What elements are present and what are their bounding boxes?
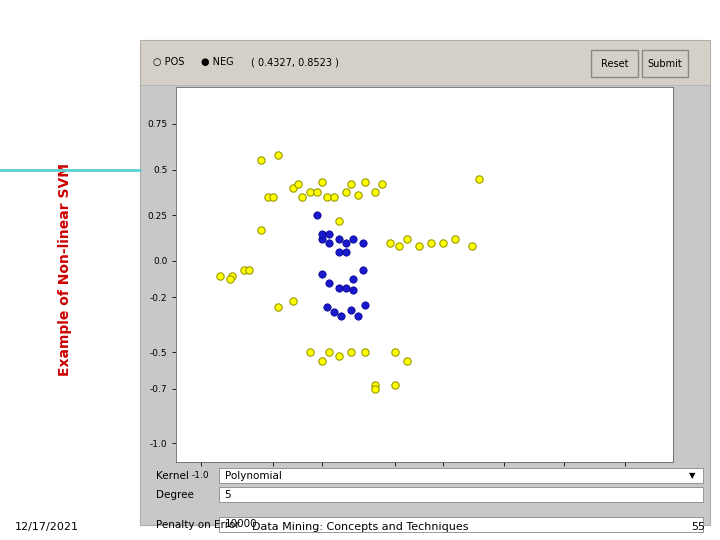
Point [316, 235, 328, 244]
Point [304, 348, 315, 356]
Point [413, 242, 425, 251]
Point [341, 247, 352, 256]
Point [449, 235, 461, 244]
Point [401, 357, 413, 366]
Point [348, 275, 359, 284]
Point [360, 300, 372, 309]
Point [333, 352, 345, 360]
Point [369, 381, 381, 389]
Point [328, 193, 340, 201]
Point [348, 235, 359, 244]
Point [272, 151, 284, 159]
Point [425, 238, 436, 247]
Text: Penalty on Error: Penalty on Error [156, 520, 239, 530]
Point [226, 271, 238, 280]
Point [333, 247, 345, 256]
Text: 12/17/2021: 12/17/2021 [14, 522, 78, 532]
Text: Polynomial: Polynomial [225, 471, 282, 481]
Point [333, 284, 345, 293]
Point [345, 348, 356, 356]
Point [316, 357, 328, 366]
Text: 10000: 10000 [225, 519, 257, 529]
Point [323, 348, 335, 356]
Point [287, 184, 299, 192]
Text: ▼: ▼ [688, 471, 696, 480]
Point [474, 174, 485, 183]
Text: 55: 55 [692, 522, 706, 532]
Point [333, 235, 345, 244]
Text: Degree: Degree [156, 490, 194, 500]
Point [389, 348, 400, 356]
Point [263, 193, 274, 201]
Point [437, 238, 449, 247]
Point [369, 384, 381, 393]
Point [369, 187, 381, 196]
Point [256, 226, 267, 234]
Point [243, 266, 255, 274]
Point [333, 217, 345, 225]
Point [316, 229, 328, 238]
Point [389, 381, 400, 389]
Point [304, 187, 315, 196]
Point [341, 238, 352, 247]
Point [394, 242, 405, 251]
Point [360, 178, 372, 187]
Point [256, 156, 267, 165]
Point [345, 306, 356, 314]
Point [323, 238, 335, 247]
Point [348, 286, 359, 294]
Point [328, 308, 340, 316]
Point [316, 269, 328, 278]
Point [238, 266, 250, 274]
Point [292, 180, 303, 188]
Point [321, 193, 333, 201]
Point [297, 193, 308, 201]
Text: Submit: Submit [647, 59, 683, 69]
Text: ( 0.4327, 0.8523 ): ( 0.4327, 0.8523 ) [251, 57, 339, 68]
Text: 5: 5 [225, 490, 231, 500]
Point [268, 193, 279, 201]
Point [377, 180, 388, 188]
Point [341, 187, 352, 196]
Point [384, 238, 395, 247]
Point [357, 266, 369, 274]
Point [311, 211, 323, 220]
Point [352, 312, 364, 320]
Point [467, 242, 478, 251]
Point [224, 275, 235, 284]
Text: Reset: Reset [600, 59, 629, 69]
Point [345, 180, 356, 188]
Point [323, 279, 335, 287]
Point [352, 191, 364, 199]
Point [215, 271, 226, 280]
Point [287, 297, 299, 306]
Point [311, 187, 323, 196]
Text: Data Mining: Concepts and Techniques: Data Mining: Concepts and Techniques [252, 522, 468, 532]
Text: ● NEG: ● NEG [201, 57, 233, 68]
Point [360, 348, 372, 356]
Point [323, 229, 335, 238]
Text: ○ POS: ○ POS [153, 57, 184, 68]
Point [321, 302, 333, 311]
Point [272, 302, 284, 311]
Text: Kernel: Kernel [156, 471, 189, 481]
Point [357, 238, 369, 247]
Point [336, 312, 347, 320]
Point [341, 284, 352, 293]
Text: Example of Non-linear SVM: Example of Non-linear SVM [58, 164, 72, 376]
Point [401, 235, 413, 244]
Point [316, 178, 328, 187]
